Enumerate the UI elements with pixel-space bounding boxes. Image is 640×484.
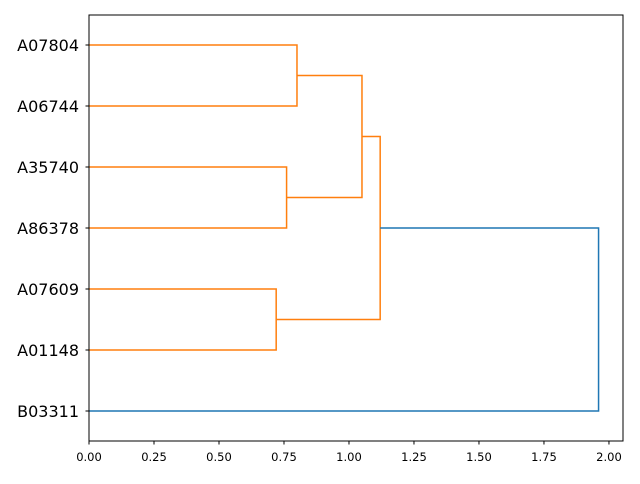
leaf-label: A07609 [17, 280, 79, 299]
x-tick-label: 1.00 [336, 450, 362, 464]
leaf-label: A35740 [17, 158, 79, 177]
dendrogram-link-2 [89, 288, 277, 351]
dendrogram-link-1 [89, 166, 288, 229]
leaf-label: A01148 [17, 341, 79, 360]
x-tick-label: 0.75 [271, 450, 297, 464]
leaf-label: A06744 [17, 97, 79, 116]
leaf-label: A07804 [17, 36, 79, 55]
x-tick-label: 0.25 [141, 450, 167, 464]
x-tick-label: 1.25 [401, 450, 427, 464]
leaf-label: B03311 [17, 402, 79, 421]
dendrogram-link-4 [276, 135, 381, 321]
x-tick-label: 2.00 [596, 450, 622, 464]
x-tick-label: 1.50 [466, 450, 492, 464]
leaf-label: A86378 [17, 219, 79, 238]
x-tick-label: 0.50 [206, 450, 232, 464]
dendrogram-link-3 [286, 74, 363, 199]
x-tick-label: 0.00 [76, 450, 102, 464]
x-tick-label: 1.75 [531, 450, 557, 464]
dendrogram-link-5 [89, 227, 600, 412]
dendrogram-link-0 [89, 44, 298, 107]
